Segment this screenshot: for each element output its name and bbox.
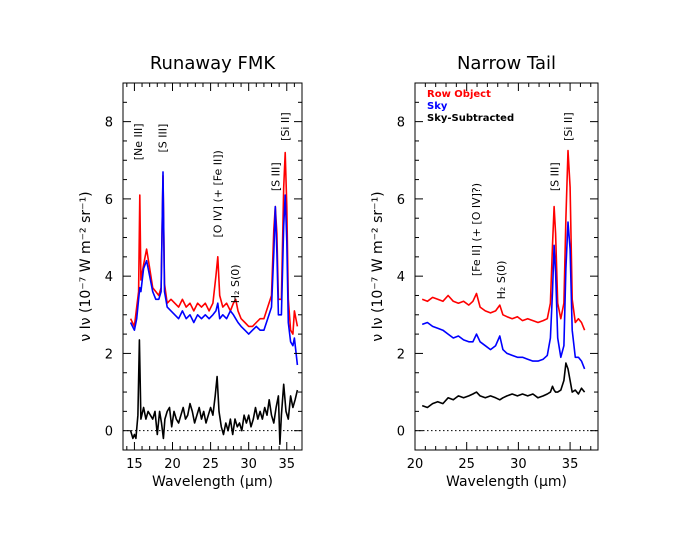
y-axis-label: ν Iν (10⁻⁷ W m⁻² sr⁻¹): [78, 191, 94, 341]
x-tick-label: 35: [562, 457, 579, 472]
line-annotation: [Si II]: [279, 112, 292, 141]
line-annotation: [Si II]: [562, 112, 575, 141]
legend-entry: Sky-Subtracted: [427, 113, 514, 124]
line-annotation: [S III]: [269, 162, 282, 191]
y-axis-label: ν Iν (10⁻⁷ W m⁻² sr⁻¹): [370, 191, 386, 341]
plot-frame: [414, 82, 599, 451]
line-annotation: [S III]: [157, 124, 170, 153]
legend-entry: Sky: [427, 101, 448, 112]
line-annotation: [S III]: [549, 162, 562, 191]
line-annotation: [Fe II] (+ [O IV]?): [470, 183, 483, 276]
y-tick-label: 0: [105, 425, 113, 440]
x-axis-label: Wavelength (μm): [152, 474, 273, 490]
line-annotation: [O IV] (+ [Fe II]): [211, 150, 224, 237]
line-annotation: H₂ S(0): [229, 264, 242, 303]
y-tick-label: 6: [397, 193, 405, 208]
x-tick-label: 30: [240, 457, 257, 472]
x-tick-label: 20: [407, 457, 424, 472]
x-tick-label: 25: [202, 457, 219, 472]
x-tick-label: 35: [278, 457, 295, 472]
x-tick-label: 15: [126, 457, 143, 472]
y-tick-label: 8: [105, 116, 113, 131]
y-tick-label: 2: [397, 347, 405, 362]
y-tick-label: 6: [105, 193, 113, 208]
series-line-2: [421, 221, 586, 370]
y-tick-label: 8: [397, 116, 405, 131]
x-tick-label: 25: [458, 457, 475, 472]
chart-panel-1: 15 20 25 30 35 0 2 4 6 8 Runaway FMK Wavelength (μm…: [78, 53, 303, 490]
plot-frame: [122, 82, 303, 451]
x-tick-label: 20: [164, 457, 181, 472]
y-tick-label: 4: [397, 270, 405, 285]
x-axis-label: Wavelength (μm): [446, 474, 567, 490]
chart-title: Runaway FMK: [150, 53, 277, 74]
series-line-1: [421, 149, 586, 331]
line-annotation: H₂ S(0): [495, 261, 508, 300]
series-line-2: [129, 171, 299, 366]
y-tick-label: 2: [105, 347, 113, 362]
series-line-3: [421, 362, 586, 409]
legend-entry: Row Object: [427, 89, 491, 100]
y-tick-label: 0: [397, 425, 405, 440]
y-tick-label: 4: [105, 270, 113, 285]
chart-panel-2: 20 25 30 35 0 2 4 6 8 Narrow Tail Wavelength (μm) ν…: [370, 53, 599, 490]
chart-title: Narrow Tail: [457, 53, 556, 74]
series-line-3: [129, 339, 299, 445]
line-annotation: [Ne III]: [132, 123, 145, 160]
x-tick-label: 30: [510, 457, 527, 472]
